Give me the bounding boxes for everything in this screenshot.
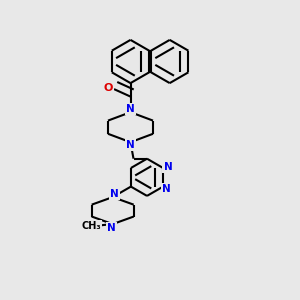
Text: O: O — [104, 82, 113, 93]
Text: N: N — [107, 223, 116, 233]
Text: N: N — [126, 140, 135, 150]
Text: N: N — [126, 104, 135, 114]
Text: N: N — [110, 189, 118, 199]
Text: CH₃: CH₃ — [81, 220, 101, 231]
Text: N: N — [162, 184, 171, 194]
Text: N: N — [164, 162, 172, 172]
